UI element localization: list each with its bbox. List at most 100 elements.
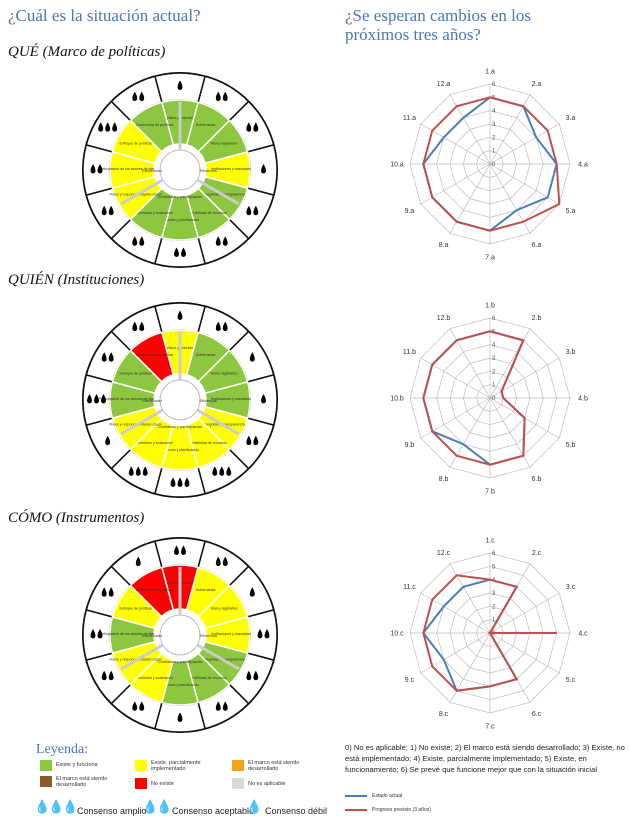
radar-tick-label: 2 xyxy=(492,369,496,375)
radar-axis-label: 1.b xyxy=(485,303,495,310)
legend-swatch-yellow xyxy=(135,760,147,771)
wheel-segment-label: Coherencia de políticas xyxy=(136,353,174,357)
legend-swatch-brown xyxy=(40,776,52,787)
legend-label-yellow: Existe, parcialmente implementado xyxy=(151,760,201,772)
section-heading-como: CÓMO (Instrumentos) xyxy=(8,510,145,526)
consensus-drop-icon xyxy=(174,545,179,555)
consensus-drop-icon xyxy=(261,394,266,404)
wheel-segment-label: Monitoreo y evaluación xyxy=(136,676,173,680)
consensus-drop-icon xyxy=(101,352,107,362)
consensus-drop-icon xyxy=(215,236,221,246)
consensus-drop-icon xyxy=(108,352,114,362)
wheel-divider xyxy=(196,643,240,671)
radar-tick-label: 3 xyxy=(492,356,496,362)
consensus-drop-icon xyxy=(142,466,148,476)
consensus-drop-icon xyxy=(184,477,190,487)
consensus-drop-icon xyxy=(139,91,145,102)
radar-axis-label: 3.b xyxy=(566,349,576,356)
wheel-center-label: Confianza y participación xyxy=(158,424,203,429)
radar-tick-label: 1 xyxy=(492,383,496,389)
radar-axis-label: 5.b xyxy=(566,442,576,449)
wheel-divider xyxy=(120,178,164,206)
radar-series-projected xyxy=(422,330,526,466)
drop-one-icon: 💧 xyxy=(246,799,262,814)
wheel-segment-label: Sostenibilidad de recursos xyxy=(184,676,226,680)
radar-axis-label: 2.c xyxy=(532,550,542,557)
radar-axis-label: 9.b xyxy=(405,442,415,449)
drops-three-icon: 💧💧💧 xyxy=(34,799,79,814)
wheel-segment-label: Acciones y planificación xyxy=(161,218,199,222)
radar-tick-label: 0 xyxy=(492,162,496,168)
wheel-segment-label: Instituciones y mandatos xyxy=(211,632,251,636)
radar-series-projected xyxy=(422,96,561,232)
section-heading-quien: QUIÉN (Instituciones) xyxy=(8,272,145,288)
consensus-cell xyxy=(153,236,207,268)
consensus-cell xyxy=(153,537,207,569)
radar-tick-label: 5 xyxy=(492,564,496,570)
left-title: ¿Cuál es la situación actual? xyxy=(8,6,201,25)
consensus-drop-icon xyxy=(246,205,252,216)
radar-spoke xyxy=(489,357,560,399)
wheel-segment-label: Monitoreo y evaluación xyxy=(136,441,173,445)
consensus-drop-icon xyxy=(246,670,252,681)
radar-spoke xyxy=(489,163,560,205)
radar-spoke xyxy=(489,123,560,165)
radar-tick-label: 0 xyxy=(492,396,496,402)
consensus-drop-icon xyxy=(177,80,183,90)
radar-tick-label: 6 xyxy=(492,82,496,88)
consensus-drop-icon xyxy=(97,629,103,639)
wheel-segment-label: Marco legislativo xyxy=(211,142,238,146)
radar-spoke xyxy=(449,328,491,399)
radar-axis-label: 4.a xyxy=(578,162,588,169)
scale-description: 0) No es aplicable; 1) No existe; 2) El … xyxy=(345,743,625,774)
consensus-drop-icon xyxy=(94,394,99,404)
radar-chart-c: 1.c2.c3.c4.c5.c6.c7.c8.c9.c10.c11.c12.c0… xyxy=(390,538,588,731)
series-legend-projected: Progreso previsto (3 años) xyxy=(372,807,431,813)
wheel-segment-label: Gobernanza xyxy=(196,588,216,592)
radar-tick-label: 6 xyxy=(492,551,496,557)
wheel-center-label: Eficiencia xyxy=(199,633,217,638)
radar-axis-label: 4.c xyxy=(578,631,588,638)
wheel-segment-label: Acciones y planificación xyxy=(161,448,199,452)
radar-axis-label: 12.a xyxy=(437,81,451,88)
radar-axis-label: 6.b xyxy=(532,476,542,483)
radar-axis-label: 4.b xyxy=(578,396,588,403)
wheel-center xyxy=(159,614,201,656)
wheel-segment-label: Enfoque de políticas xyxy=(120,372,153,376)
wheel-segment-label: Sostenibilidad de recursos xyxy=(184,441,226,445)
section-heading-que: QUÉ (Marco de políticas) xyxy=(8,44,166,60)
radar-axis-label: 3.a xyxy=(566,115,576,122)
wheel-segment-label: Gobernanza xyxy=(196,123,216,127)
radar-spoke xyxy=(489,632,560,674)
consensus-drop-icon xyxy=(215,701,221,711)
consensus-drop-icon xyxy=(87,394,92,404)
consensus-drop-icon xyxy=(177,310,183,320)
wheel-center-label: Eficiencia xyxy=(199,168,217,173)
radar-tick-label: 2 xyxy=(492,135,496,141)
radar-spoke xyxy=(420,632,491,674)
legend-label-grey: No es aplicable xyxy=(248,781,286,787)
wheel-segment-label: Sostenibilidad de recursos xyxy=(184,211,226,215)
radar-spoke xyxy=(420,357,491,399)
radar-series-projected xyxy=(422,574,557,692)
consensus-drop-icon xyxy=(135,466,141,476)
consensus-aceptable-label: Consenso aceptable xyxy=(172,806,255,816)
consensus-drop-icon xyxy=(261,164,266,174)
radar-axis-label: 10.a xyxy=(390,162,404,169)
consensus-drop-icon xyxy=(101,394,106,404)
consensus-drop-icon xyxy=(222,701,228,711)
drops-two-icon: 💧💧 xyxy=(142,799,172,814)
radar-spoke xyxy=(420,397,491,439)
consensus-drop-icon xyxy=(132,701,138,711)
legend-label-green: Existe y funciona xyxy=(56,762,98,768)
series-legend-actual: Estado actual xyxy=(372,793,403,799)
consensus-drop-icon xyxy=(108,205,114,216)
consensus-drop-icon xyxy=(246,122,252,132)
consensus-drop-icon xyxy=(132,321,138,332)
series-legend-actual-line xyxy=(345,795,367,797)
wheel-segment-label: Enfoque de políticas xyxy=(120,607,153,611)
radar-tick-label: 1 xyxy=(492,149,496,155)
consensus-drop-icon xyxy=(112,122,118,132)
